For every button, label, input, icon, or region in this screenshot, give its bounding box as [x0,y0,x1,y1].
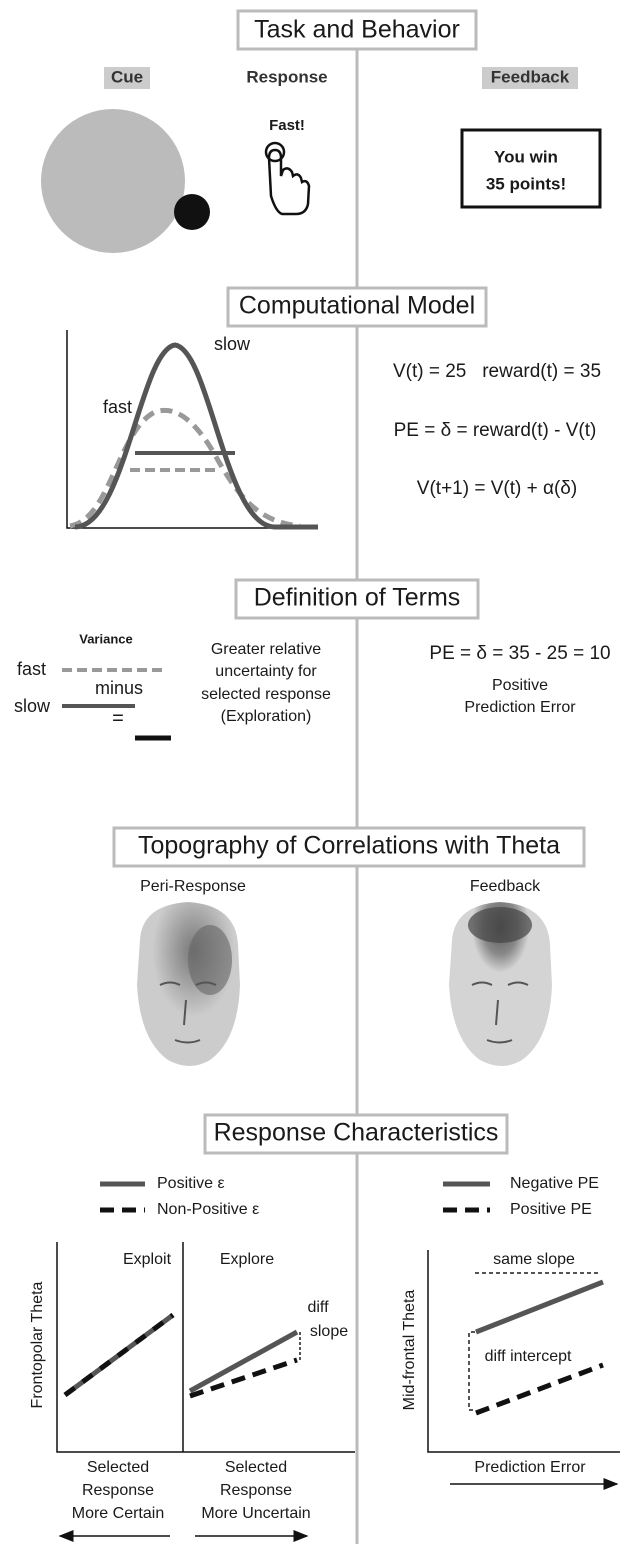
section-box [112,826,586,868]
section-title: Task and Behavior [254,16,460,44]
cue-dot [174,194,210,230]
equals-label: = [112,707,124,729]
description: uncertainty for [215,663,317,680]
x-axis-label: More Certain [72,1505,164,1522]
legend-label: Negative PE [510,1175,599,1192]
diff-intercept-marker [468,1331,475,1411]
description: (Exploration) [221,708,312,725]
description: selected response [201,686,331,703]
section-title: Response Characteristics [214,1119,499,1147]
head-left [137,902,240,1066]
pe-equation: PE = δ = 35 - 25 = 10 [429,643,610,664]
positive-line [188,1329,299,1394]
section-box [203,1113,509,1155]
fast-label: fast [17,659,46,679]
variance-label: Variance [79,631,133,646]
section-box [236,9,478,51]
positive-pe-line [475,1362,604,1416]
fast-label: Fast! [269,117,305,134]
slow-curve [74,342,318,530]
x-axis-label: Response [82,1482,154,1499]
nonpositive-line [189,1357,298,1399]
feedback-box [460,128,602,209]
response-label: Response [246,67,327,86]
negative-pe-line [475,1279,604,1335]
head-label: Feedback [470,878,541,895]
cue-label: Cue [111,67,143,86]
axes [66,330,318,529]
x-axis-label: Prediction Error [474,1459,586,1476]
label-bg [104,67,150,89]
slow-label: slow [214,334,251,354]
equation: V(t+1) = V(t) + α(δ) [417,478,577,499]
description: Greater relative [211,641,321,658]
section-box [234,578,480,620]
x-axis-label: Selected [87,1459,149,1476]
section-title: Definition of Terms [254,584,461,612]
panel-label: Exploit [123,1251,172,1268]
section-title: Topography of Correlations with Theta [138,832,560,860]
legend-label: Positive PE [510,1201,592,1218]
x-axis-label: Response [220,1482,292,1499]
legend-label: Non-Positive ε [157,1201,259,1218]
section-box [226,286,488,328]
pe-label: Positive [492,677,548,694]
equation: V(t) = 25 reward(t) = 35 [393,361,601,382]
y-axis-label: Mid-frontal Theta [401,1290,418,1411]
axes [427,1250,620,1453]
y-axis-label: Frontopolar Theta [29,1281,46,1408]
diff-intercept-label: diff intercept [485,1348,572,1365]
head-right [449,902,552,1066]
legend-label: Positive ε [157,1175,225,1192]
axes [56,1242,355,1453]
hand-icon [264,141,311,216]
fast-curve [69,407,301,529]
same-slope-label: same slope [493,1251,575,1268]
nonpositive-line [63,1312,175,1398]
x-axis-label: More Uncertain [201,1505,310,1522]
section-title: Computational Model [239,292,475,320]
feedback-text: 35 points! [486,174,566,193]
diff-label: slope [310,1323,348,1340]
feedback-text: You win [494,147,558,166]
cue-circle [41,109,185,253]
x-axis-label: Selected [225,1459,287,1476]
feedback-label: Feedback [491,67,570,86]
fast-label: fast [103,397,132,417]
pe-label: Prediction Error [464,699,576,716]
minus-label: minus [95,678,143,698]
equation: PE = δ = reward(t) - V(t) [394,420,597,441]
label-bg [482,67,578,89]
diff-label: diff [307,1299,329,1316]
slow-label: slow [14,696,51,716]
head-label: Peri-Response [140,878,246,895]
panel-label: Explore [220,1251,274,1268]
